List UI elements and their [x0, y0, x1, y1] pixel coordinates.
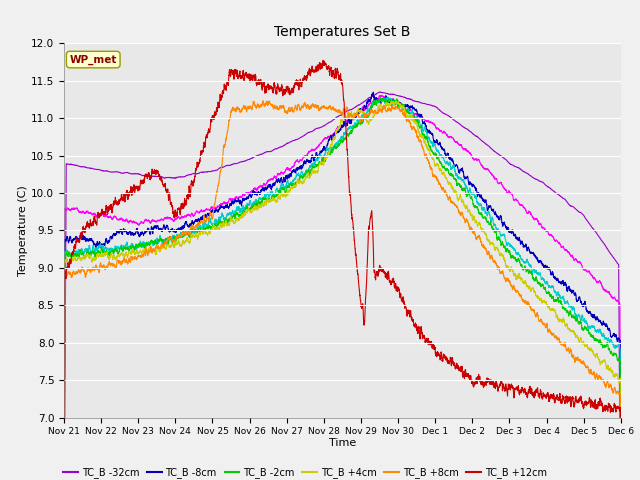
TC_B -8cm	[161, 227, 169, 232]
TC_B -2cm	[518, 262, 525, 267]
Y-axis label: Temperature (C): Temperature (C)	[19, 185, 28, 276]
X-axis label: Time: Time	[329, 438, 356, 448]
TC_B +12cm	[273, 91, 280, 97]
TC_B -32cm	[273, 146, 280, 152]
TC_B -8cm	[394, 103, 402, 108]
Line: TC_B +4cm: TC_B +4cm	[64, 101, 621, 480]
TC_B +8cm	[161, 239, 169, 244]
TC_B +12cm	[394, 286, 402, 291]
TC_B +4cm	[394, 100, 402, 106]
Line: TC_B -8cm: TC_B -8cm	[64, 92, 621, 480]
TC_B -16cm	[476, 158, 483, 164]
Line: TC_B +8cm: TC_B +8cm	[64, 101, 621, 480]
Line: TC_B -4cm: TC_B -4cm	[64, 97, 621, 480]
Line: TC_B -2cm: TC_B -2cm	[64, 98, 621, 480]
TC_B -16cm	[161, 215, 169, 221]
TC_B -32cm	[394, 93, 402, 98]
TC_B +8cm	[259, 98, 267, 104]
TC_B -4cm	[394, 101, 402, 107]
TC_B -8cm	[476, 194, 483, 200]
Line: TC_B -16cm: TC_B -16cm	[64, 96, 621, 480]
TC_B -32cm	[161, 175, 169, 181]
TC_B -32cm	[476, 136, 483, 142]
TC_B +8cm	[273, 105, 281, 111]
TC_B -16cm	[394, 99, 402, 105]
TC_B +12cm	[476, 377, 483, 383]
TC_B -4cm	[161, 238, 169, 243]
TC_B +4cm	[476, 222, 483, 228]
TC_B -8cm	[518, 239, 525, 245]
TC_B +12cm	[518, 385, 525, 391]
TC_B +12cm	[319, 58, 327, 63]
TC_B -2cm	[476, 210, 483, 216]
TC_B -8cm	[369, 89, 377, 95]
TC_B -2cm	[422, 134, 430, 140]
TC_B +4cm	[273, 197, 280, 203]
Line: TC_B +12cm: TC_B +12cm	[64, 60, 621, 480]
TC_B -2cm	[377, 95, 385, 101]
TC_B -2cm	[273, 192, 280, 198]
TC_B -4cm	[384, 94, 392, 100]
Line: TC_B -32cm: TC_B -32cm	[64, 92, 621, 480]
TC_B -4cm	[476, 203, 483, 209]
TC_B -8cm	[422, 124, 430, 130]
TC_B +8cm	[476, 234, 483, 240]
TC_B +8cm	[422, 151, 430, 157]
TC_B +4cm	[518, 276, 525, 282]
TC_B -16cm	[518, 202, 525, 208]
TC_B -4cm	[518, 256, 525, 262]
TC_B +4cm	[422, 142, 430, 148]
TC_B +8cm	[394, 106, 402, 112]
TC_B -8cm	[273, 177, 280, 183]
TC_B +8cm	[518, 296, 525, 301]
TC_B +4cm	[161, 245, 169, 251]
TC_B -16cm	[376, 93, 384, 98]
TC_B -32cm	[376, 89, 384, 95]
TC_B -2cm	[394, 101, 402, 107]
Legend: TC_B -32cm, TC_B -16cm, TC_B -8cm, TC_B -4cm, TC_B -2cm, TC_B +4cm, TC_B +8cm, T: TC_B -32cm, TC_B -16cm, TC_B -8cm, TC_B …	[63, 468, 547, 480]
Text: WP_met: WP_met	[70, 54, 117, 65]
Title: Temperatures Set B: Temperatures Set B	[274, 25, 411, 39]
TC_B -32cm	[422, 101, 430, 107]
TC_B -16cm	[422, 118, 430, 124]
TC_B -4cm	[273, 185, 280, 191]
TC_B -2cm	[161, 237, 169, 243]
TC_B -4cm	[422, 128, 430, 134]
TC_B +12cm	[161, 180, 169, 186]
TC_B -32cm	[518, 168, 525, 173]
TC_B -16cm	[273, 173, 280, 179]
TC_B +4cm	[392, 98, 399, 104]
TC_B +12cm	[422, 336, 430, 342]
